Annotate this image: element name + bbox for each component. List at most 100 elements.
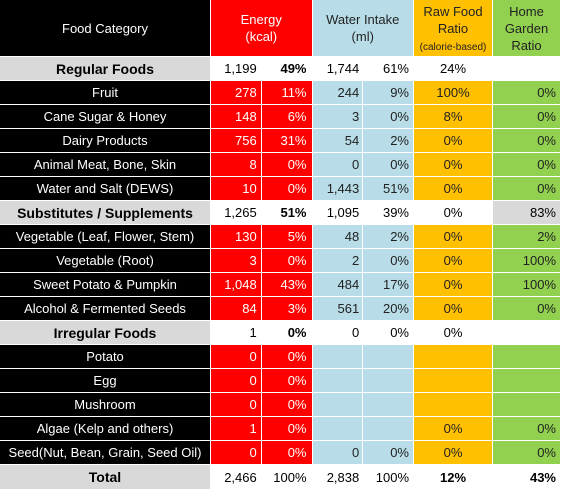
section-row-regular: Regular Foods 1,199 49% 1,744 61% 24%	[0, 57, 561, 81]
row-name: Egg	[0, 369, 211, 393]
header-energy: Energy (kcal)	[211, 0, 313, 57]
water-percent	[363, 369, 414, 393]
table-row: Sweet Potato & Pumpkin 1,048 43% 484 17%…	[0, 273, 561, 297]
energy-percent: 0%	[261, 417, 312, 441]
row-name: Regular Foods	[0, 57, 211, 81]
energy-percent: 5%	[261, 225, 312, 249]
home-ratio: 0%	[493, 105, 561, 129]
water-percent: 9%	[363, 81, 414, 105]
energy-value: 756	[211, 129, 262, 153]
raw-ratio: 0%	[414, 153, 493, 177]
water-value: 561	[312, 297, 363, 321]
raw-ratio: 100%	[414, 81, 493, 105]
energy-value: 1,199	[211, 57, 262, 81]
energy-value: 0	[211, 441, 262, 465]
raw-ratio: 8%	[414, 105, 493, 129]
water-value: 2	[312, 249, 363, 273]
row-name: Mushroom	[0, 393, 211, 417]
water-value: 1,443	[312, 177, 363, 201]
water-value: 3	[312, 105, 363, 129]
home-ratio	[493, 393, 561, 417]
table-row: Water and Salt (DEWS) 10 0% 1,443 51% 0%…	[0, 177, 561, 201]
total-water-value: 2,838	[312, 465, 363, 489]
water-value: 48	[312, 225, 363, 249]
header-energy-line1: Energy	[241, 12, 282, 27]
header-home-line3: Ratio	[511, 38, 541, 53]
energy-value: 3	[211, 249, 262, 273]
total-home-ratio: 43%	[493, 465, 561, 489]
water-percent: 0%	[363, 321, 414, 345]
table-row: Egg 0 0%	[0, 369, 561, 393]
water-value	[312, 393, 363, 417]
water-value: 0	[312, 321, 363, 345]
energy-value: 84	[211, 297, 262, 321]
home-ratio	[493, 369, 561, 393]
raw-ratio: 0%	[414, 321, 493, 345]
energy-percent: 0%	[261, 153, 312, 177]
raw-ratio: 0%	[414, 129, 493, 153]
water-value: 1,095	[312, 201, 363, 225]
water-percent: 51%	[363, 177, 414, 201]
table-row: Seed(Nut, Bean, Grain, Seed Oil) 0 0% 0 …	[0, 441, 561, 465]
row-name: Vegetable (Root)	[0, 249, 211, 273]
header-home-line2: Garden	[505, 21, 548, 36]
water-percent: 39%	[363, 201, 414, 225]
water-percent	[363, 417, 414, 441]
table-row: Cane Sugar & Honey 148 6% 3 0% 8% 0%	[0, 105, 561, 129]
water-value: 244	[312, 81, 363, 105]
energy-percent: 0%	[261, 393, 312, 417]
energy-value: 148	[211, 105, 262, 129]
water-percent: 2%	[363, 129, 414, 153]
home-ratio: 2%	[493, 225, 561, 249]
water-percent: 20%	[363, 297, 414, 321]
energy-value: 8	[211, 153, 262, 177]
water-value: 54	[312, 129, 363, 153]
energy-value: 130	[211, 225, 262, 249]
table-row: Algae (Kelp and others) 1 0% 0% 0%	[0, 417, 561, 441]
water-value	[312, 345, 363, 369]
table-row: Vegetable (Root) 3 0% 2 0% 0% 100%	[0, 249, 561, 273]
energy-value: 10	[211, 177, 262, 201]
water-percent: 0%	[363, 153, 414, 177]
energy-percent: 0%	[261, 345, 312, 369]
header-home-line1: Home	[509, 4, 544, 19]
raw-ratio: 0%	[414, 177, 493, 201]
energy-value: 0	[211, 345, 262, 369]
energy-value: 0	[211, 369, 262, 393]
energy-value: 1	[211, 417, 262, 441]
header-food-category: Food Category	[0, 0, 211, 57]
header-raw-food: Raw Food Ratio (calorie-based)	[414, 0, 493, 57]
water-value: 0	[312, 153, 363, 177]
row-name: Algae (Kelp and others)	[0, 417, 211, 441]
home-ratio: 0%	[493, 417, 561, 441]
table-row: Dairy Products 756 31% 54 2% 0% 0%	[0, 129, 561, 153]
energy-value: 278	[211, 81, 262, 105]
raw-ratio: 0%	[414, 225, 493, 249]
row-name: Animal Meat, Bone, Skin	[0, 153, 211, 177]
row-name: Alcohol & Fermented Seeds	[0, 297, 211, 321]
water-value: 0	[312, 441, 363, 465]
raw-ratio: 0%	[414, 249, 493, 273]
energy-value: 0	[211, 393, 262, 417]
raw-ratio: 0%	[414, 297, 493, 321]
home-ratio: 0%	[493, 129, 561, 153]
energy-percent: 43%	[261, 273, 312, 297]
row-name: Cane Sugar & Honey	[0, 105, 211, 129]
total-energy-percent: 100%	[261, 465, 312, 489]
water-percent: 0%	[363, 441, 414, 465]
raw-ratio: 0%	[414, 273, 493, 297]
row-name: Fruit	[0, 81, 211, 105]
energy-percent: 0%	[261, 441, 312, 465]
row-name: Sweet Potato & Pumpkin	[0, 273, 211, 297]
table-row: Animal Meat, Bone, Skin 8 0% 0 0% 0% 0%	[0, 153, 561, 177]
header-raw-line1: Raw Food	[423, 4, 482, 19]
raw-ratio	[414, 369, 493, 393]
energy-value: 1,265	[211, 201, 262, 225]
header-raw-line2: Ratio	[438, 21, 468, 36]
water-value: 1,744	[312, 57, 363, 81]
raw-ratio: 0%	[414, 417, 493, 441]
energy-percent: 0%	[261, 177, 312, 201]
home-ratio: 100%	[493, 273, 561, 297]
section-row-substitutes: Substitutes / Supplements 1,265 51% 1,09…	[0, 201, 561, 225]
home-ratio	[493, 321, 561, 345]
